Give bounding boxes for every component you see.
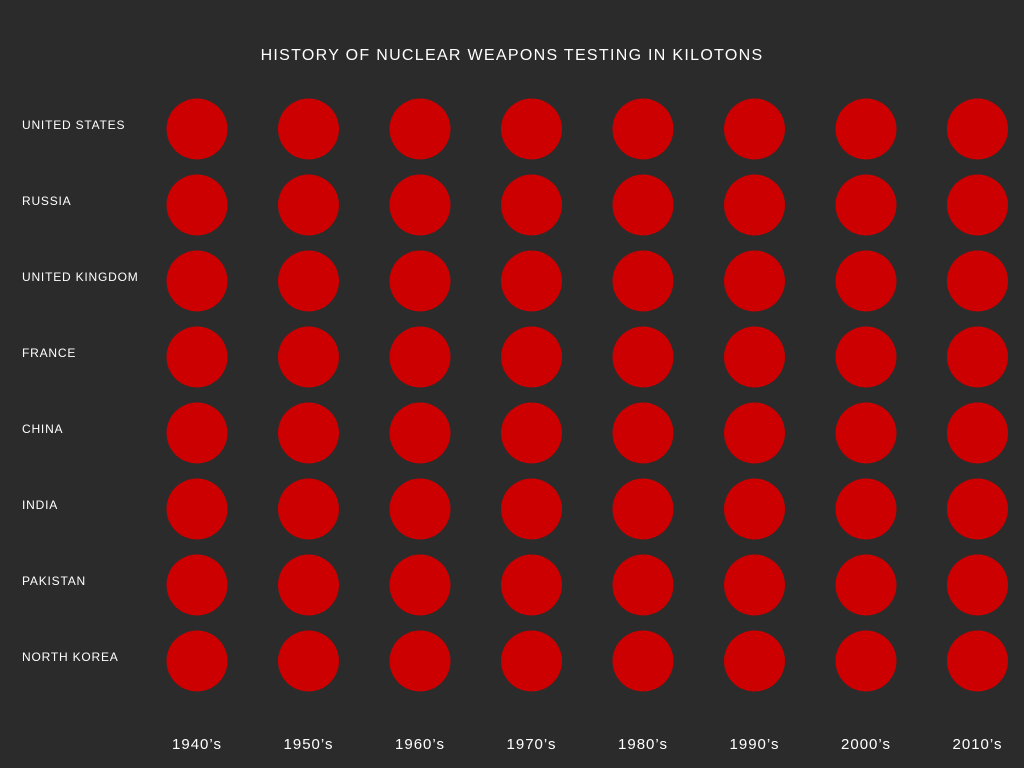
row-label: RUSSIA <box>22 194 71 208</box>
bubble-marker <box>389 554 451 616</box>
row-label: NORTH KOREA <box>22 650 119 664</box>
bubble-marker <box>389 250 451 312</box>
bubble-marker <box>166 630 228 692</box>
bubble-marker <box>166 478 228 540</box>
bubble-marker <box>947 250 1008 312</box>
row-label: CHINA <box>22 422 63 436</box>
bubble-marker <box>612 630 674 692</box>
bubble-marker <box>612 326 674 388</box>
bubble-marker <box>501 250 562 312</box>
row-label: INDIA <box>22 498 58 512</box>
column-label: 1970’s <box>507 736 557 753</box>
bubble-marker <box>724 554 785 616</box>
bubble-marker <box>501 554 562 616</box>
bubble-marker <box>278 554 339 616</box>
row-label: UNITED STATES <box>22 118 125 132</box>
column-label: 1990’s <box>730 736 780 753</box>
bubble-marker <box>724 98 785 160</box>
bubble-marker <box>724 174 785 236</box>
row-label: PAKISTAN <box>22 574 86 588</box>
bubble-marker <box>947 174 1008 236</box>
row-label: UNITED KINGDOM <box>22 270 139 284</box>
bubble-marker <box>612 250 674 312</box>
column-label: 1950’s <box>284 736 334 753</box>
bubble-marker <box>278 174 339 236</box>
bubble-marker <box>278 402 339 464</box>
bubble-marker <box>724 326 785 388</box>
bubble-marker <box>835 554 897 616</box>
bubble-marker <box>501 174 562 236</box>
bubble-marker <box>835 98 897 160</box>
bubble-marker <box>278 250 339 312</box>
bubble-marker <box>724 250 785 312</box>
bubble-marker <box>278 326 339 388</box>
bubble-marker <box>166 402 228 464</box>
column-label: 1960’s <box>395 736 445 753</box>
bubble-marker <box>835 402 897 464</box>
bubble-marker <box>947 478 1008 540</box>
bubble-marker <box>278 630 339 692</box>
bubble-marker <box>278 478 339 540</box>
bubble-marker <box>947 98 1008 160</box>
bubble-marker <box>278 98 339 160</box>
bubble-marker <box>389 478 451 540</box>
column-label: 1980’s <box>618 736 668 753</box>
bubble-marker <box>612 478 674 540</box>
bubble-marker <box>724 478 785 540</box>
column-label: 1940’s <box>172 736 222 753</box>
bubble-marker <box>166 554 228 616</box>
bubble-marker <box>612 402 674 464</box>
bubble-marker <box>501 630 562 692</box>
bubble-marker <box>947 326 1008 388</box>
bubble-marker <box>947 554 1008 616</box>
bubble-marker <box>166 174 228 236</box>
row-label: FRANCE <box>22 346 76 360</box>
bubble-marker <box>947 402 1008 464</box>
bubble-marker <box>389 402 451 464</box>
bubble-marker <box>612 554 674 616</box>
bubble-marker <box>389 630 451 692</box>
bubble-marker <box>612 174 674 236</box>
bubble-marker <box>947 630 1008 692</box>
column-label: 2010’s <box>953 736 1003 753</box>
bubble-marker <box>389 98 451 160</box>
bubble-marker <box>724 402 785 464</box>
bubble-marker <box>724 630 785 692</box>
chart-title: HISTORY OF NUCLEAR WEAPONS TESTING IN KI… <box>260 47 764 64</box>
bubble-marker <box>835 326 897 388</box>
bubble-marker <box>501 326 562 388</box>
bubble-marker <box>166 250 228 312</box>
bubble-marker <box>501 478 562 540</box>
bubble-marker <box>166 326 228 388</box>
column-label: 2000’s <box>841 736 891 753</box>
bubble-marker <box>612 98 674 160</box>
bubble-marker <box>835 174 897 236</box>
bubble-marker <box>501 402 562 464</box>
bubble-marker <box>835 478 897 540</box>
bubble-marker <box>835 630 897 692</box>
bubble-marker <box>389 174 451 236</box>
bubble-marker <box>166 98 228 160</box>
bubble-marker <box>501 98 562 160</box>
bubble-marker <box>835 250 897 312</box>
bubble-marker <box>389 326 451 388</box>
